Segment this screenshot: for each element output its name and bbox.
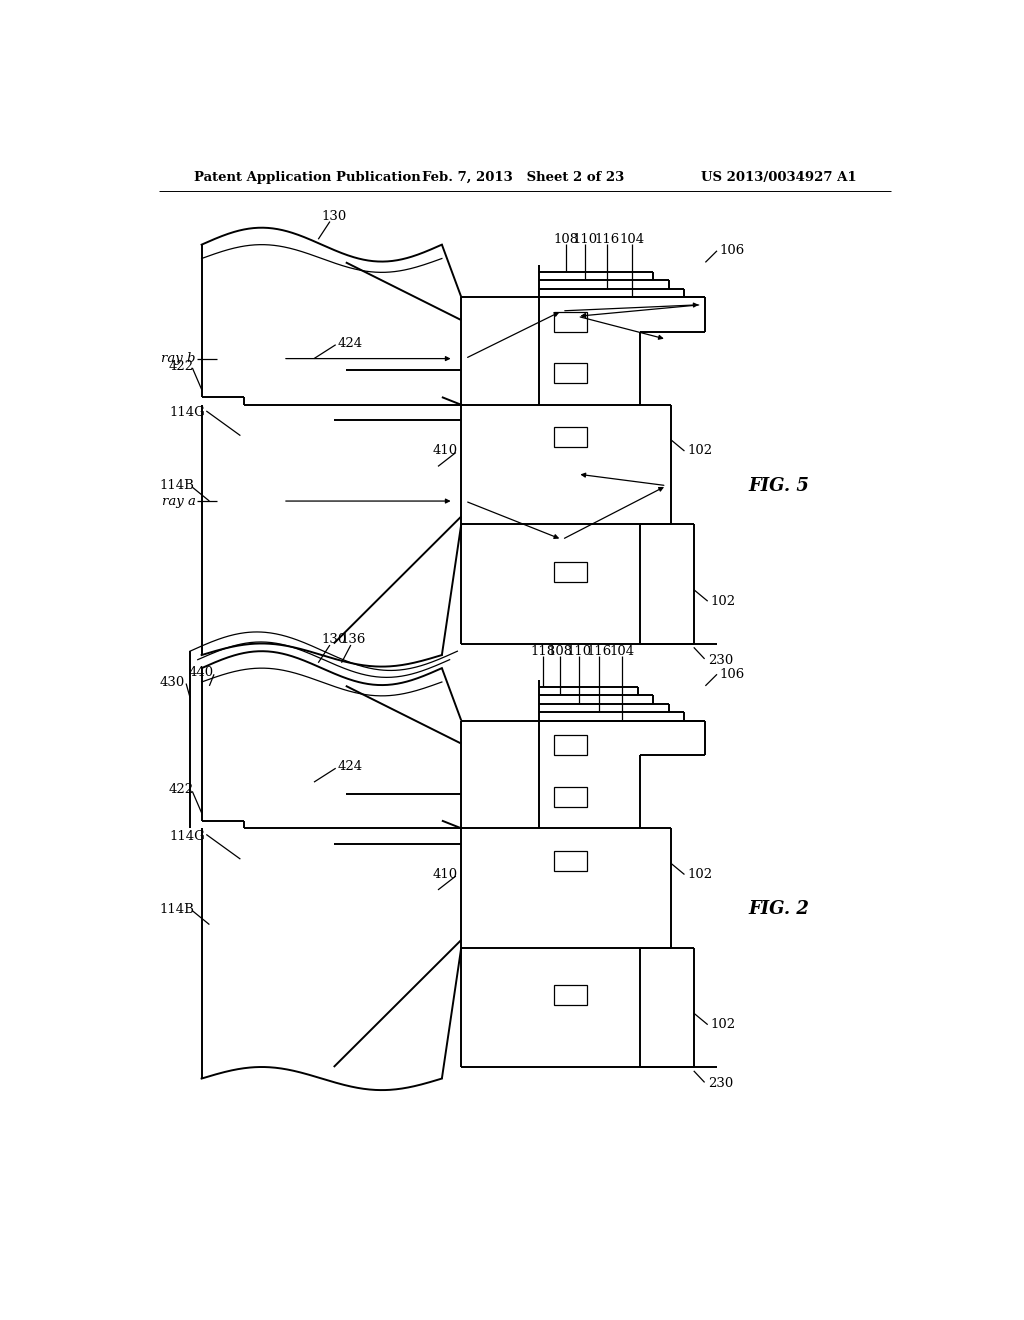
Text: 110: 110	[572, 232, 598, 246]
Text: 430: 430	[160, 676, 184, 689]
Text: 230: 230	[708, 1077, 733, 1090]
Text: 108: 108	[553, 232, 579, 246]
Bar	[554, 428, 587, 447]
Bar	[554, 735, 587, 755]
Bar	[554, 850, 587, 871]
Bar	[554, 787, 587, 807]
Text: 422: 422	[169, 360, 194, 372]
Text: 116: 116	[587, 644, 611, 657]
Text: 424: 424	[337, 337, 362, 350]
Text: 114G: 114G	[170, 829, 206, 842]
Text: 102: 102	[711, 1018, 736, 1031]
Text: 108: 108	[548, 644, 573, 657]
Text: US 2013/0034927 A1: US 2013/0034927 A1	[700, 172, 856, 185]
Text: 410: 410	[432, 869, 458, 880]
Text: 104: 104	[620, 232, 644, 246]
Text: ray b: ray b	[161, 352, 196, 366]
Bar	[554, 985, 587, 1006]
Bar	[554, 562, 587, 582]
Text: 104: 104	[610, 644, 635, 657]
Text: Patent Application Publication: Patent Application Publication	[194, 172, 421, 185]
Text: 102: 102	[711, 594, 736, 607]
Text: 110: 110	[566, 644, 592, 657]
Text: 102: 102	[687, 869, 713, 880]
Text: 116: 116	[594, 232, 620, 246]
Text: 106: 106	[719, 244, 744, 257]
Text: 424: 424	[337, 760, 362, 774]
Text: 422: 422	[169, 783, 194, 796]
Text: 440: 440	[188, 667, 213, 680]
Bar	[554, 363, 587, 383]
Text: 230: 230	[708, 653, 733, 667]
Text: Feb. 7, 2013   Sheet 2 of 23: Feb. 7, 2013 Sheet 2 of 23	[422, 172, 625, 185]
Text: 130: 130	[322, 210, 346, 223]
Text: 114B: 114B	[159, 903, 194, 916]
Text: 114G: 114G	[170, 407, 206, 418]
Text: 114B: 114B	[159, 479, 194, 492]
Text: 410: 410	[432, 445, 458, 458]
Text: 106: 106	[719, 668, 744, 681]
Text: FIG. 2: FIG. 2	[748, 900, 809, 919]
Bar	[554, 312, 587, 331]
Text: 102: 102	[687, 445, 713, 458]
Text: 130: 130	[322, 634, 346, 647]
Text: 118: 118	[530, 644, 555, 657]
Text: ray a: ray a	[162, 495, 196, 508]
Text: FIG. 5: FIG. 5	[748, 477, 809, 495]
Text: 136: 136	[340, 634, 366, 647]
